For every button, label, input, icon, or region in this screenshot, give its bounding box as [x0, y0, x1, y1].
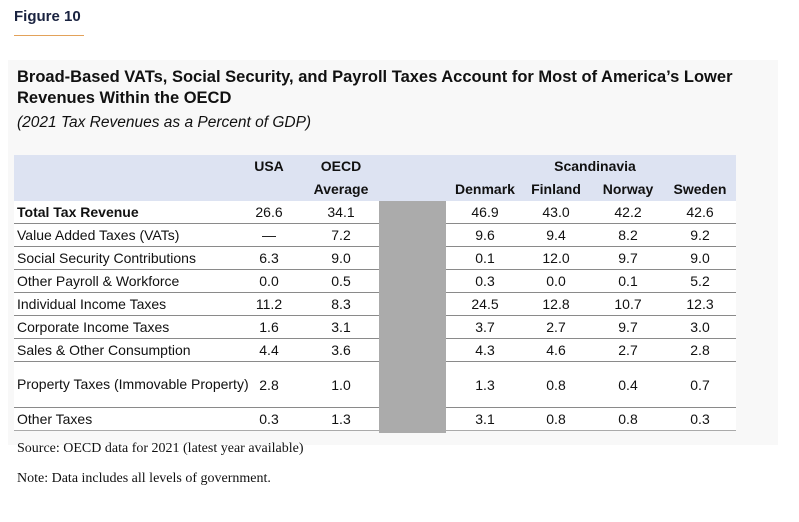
value-cell: 42.2: [614, 204, 642, 220]
figure-underline: [14, 35, 84, 36]
value-cell: 1.6: [259, 319, 279, 335]
value-cell: 0.0: [546, 273, 566, 289]
figure-subtitle: (2021 Tax Revenues as a Percent of GDP): [17, 114, 312, 131]
value-cell: 9.4: [546, 227, 566, 243]
row-label: Total Tax Revenue: [17, 203, 139, 220]
table-row: Corporate Income Taxes 1.6 3.1 3.7 2.7 9.7 3.0: [14, 316, 736, 339]
table-row: Value Added Taxes (VATs) — 7.2 9.6 9.4 8.2 9.2: [14, 224, 736, 247]
value-cell: 1.3: [331, 411, 351, 427]
row-label: Value Added Taxes (VATs): [17, 226, 180, 243]
row-label: Other Payroll & Workforce: [17, 272, 180, 289]
col-finland: Finland: [531, 181, 581, 197]
value-cell: 0.8: [546, 411, 566, 427]
row-label: Other Taxes: [17, 410, 93, 427]
value-cell: 9.7: [618, 250, 638, 266]
value-cell: 24.5: [471, 296, 499, 312]
row-label: Corporate Income Taxes: [17, 318, 170, 335]
divider-column: [379, 201, 446, 433]
table-row: Individual Income Taxes 11.2 8.3 24.5 12.8 10…: [14, 293, 736, 316]
table-row: Sales & Other Consumption 4.4 3.6 4.3 4.6 2.7…: [14, 339, 736, 362]
value-cell: 12.8: [542, 296, 570, 312]
value-cell: 0.8: [546, 376, 566, 393]
value-cell: 3.7: [475, 319, 495, 335]
value-cell: 0.7: [690, 376, 710, 393]
col-oecd: OECD: [320, 158, 362, 174]
source-note: Source: OECD data for 2021 (latest year …: [17, 441, 304, 456]
col-group-scandinavia: Scandinavia: [554, 158, 636, 174]
value-cell: 9.2: [690, 227, 710, 243]
col-usa: USA: [254, 158, 284, 174]
value-cell: 12.3: [686, 296, 714, 312]
value-cell: 9.0: [331, 250, 351, 266]
table-row: Other Taxes 0.3 1.3 3.1 0.8 0.8 0.3: [14, 408, 736, 431]
value-cell: 0.1: [475, 250, 495, 266]
value-cell: 34.1: [327, 204, 355, 220]
col-oecd-average: Average: [313, 181, 369, 197]
value-cell: 0.3: [475, 273, 495, 289]
value-cell: 3.6: [331, 342, 351, 358]
value-cell: 9.7: [618, 319, 638, 335]
value-cell: 46.9: [471, 204, 499, 220]
row-label: Property Taxes (Immovable Property): [17, 376, 249, 392]
value-cell: 0.5: [331, 273, 351, 289]
value-cell: 9.0: [690, 250, 710, 266]
value-cell: —: [262, 227, 276, 243]
row-label: Social Security Contributions: [17, 249, 196, 266]
value-cell: 8.3: [331, 296, 351, 312]
value-cell: 5.2: [690, 273, 710, 289]
value-cell: 3.0: [690, 319, 710, 335]
value-cell: 3.1: [475, 411, 495, 427]
value-cell: 2.8: [690, 342, 710, 358]
value-cell: 2.7: [546, 319, 566, 335]
value-cell: 0.4: [618, 376, 638, 393]
value-cell: 0.3: [259, 411, 279, 427]
value-cell: 7.2: [331, 227, 351, 243]
value-cell: 2.7: [618, 342, 638, 358]
value-cell: 4.3: [475, 342, 495, 358]
footnote: Note: Data includes all levels of govern…: [17, 471, 271, 486]
row-label: Sales & Other Consumption: [17, 341, 191, 358]
value-cell: 0.1: [618, 273, 638, 289]
value-cell: 42.6: [686, 204, 714, 220]
value-cell: 3.1: [331, 319, 351, 335]
col-denmark: Denmark: [455, 181, 515, 197]
value-cell: 6.3: [259, 250, 279, 266]
value-cell: 43.0: [542, 204, 570, 220]
value-cell: 4.6: [546, 342, 566, 358]
table-row: Other Payroll & Workforce 0.0 0.5 0.3 0.0 0.1…: [14, 270, 736, 293]
table-header: [14, 155, 736, 201]
value-cell: 0.0: [259, 273, 279, 289]
value-cell: 0.8: [618, 411, 638, 427]
table-row: Total Tax Revenue 26.6 34.1 46.9 43.0 42.2 42.…: [14, 201, 736, 224]
value-cell: 4.4: [259, 342, 279, 358]
table-row: Property Taxes (Immovable Property) 2.8 1.…: [14, 362, 736, 408]
table-row: Social Security Contributions 6.3 9.0 0.1 12…: [14, 247, 736, 270]
row-label: Individual Income Taxes: [17, 295, 167, 312]
value-cell: 0.3: [690, 411, 710, 427]
value-cell: 26.6: [255, 204, 283, 220]
figure-title: Broad-Based VATs, Social Security, and P…: [17, 68, 733, 107]
value-cell: 1.0: [331, 376, 351, 393]
col-norway: Norway: [602, 181, 654, 197]
value-cell: 12.0: [542, 250, 570, 266]
figure-label: Figure 10: [14, 8, 81, 25]
value-cell: 10.7: [614, 296, 642, 312]
value-cell: 2.8: [259, 376, 279, 393]
value-cell: 8.2: [618, 227, 638, 243]
value-cell: 1.3: [475, 376, 495, 393]
col-sweden: Sweden: [673, 181, 727, 197]
value-cell: 9.6: [475, 227, 495, 243]
value-cell: 11.2: [255, 296, 283, 312]
